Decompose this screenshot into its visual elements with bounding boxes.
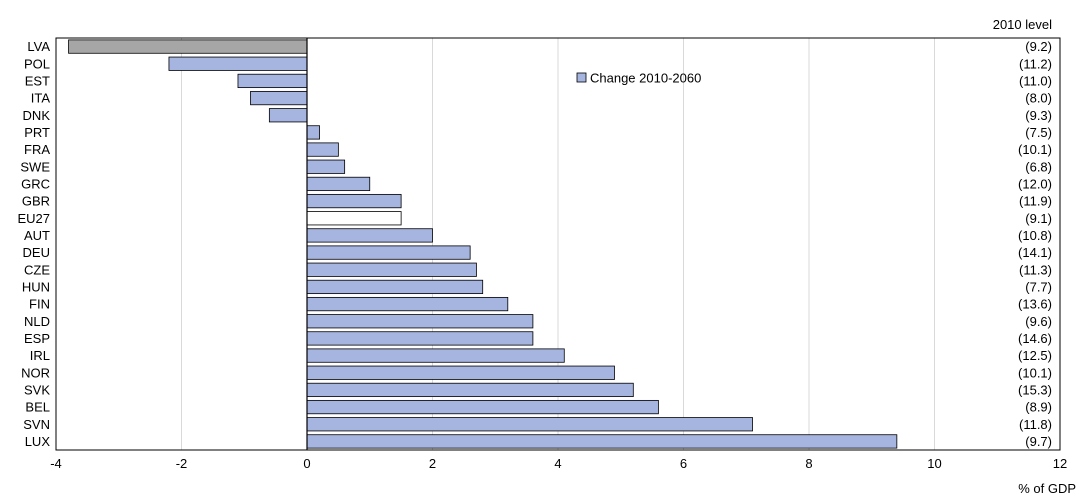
bar-eu27 xyxy=(306,211,402,226)
bar-svn xyxy=(306,417,753,432)
bar-irl xyxy=(306,348,565,363)
level-label: (9.1) xyxy=(1025,211,1052,226)
level-label: (10.1) xyxy=(1018,365,1052,380)
category-label: DEU xyxy=(23,245,50,260)
category-label: GBR xyxy=(22,194,50,209)
category-label: NOR xyxy=(21,365,50,380)
level-label: (11.8) xyxy=(1019,417,1052,432)
category-label: PRT xyxy=(24,125,50,140)
bar-nor xyxy=(306,365,615,380)
category-label: ITA xyxy=(31,91,51,106)
level-label: (14.6) xyxy=(1018,331,1052,346)
level-label: (13.6) xyxy=(1018,297,1052,312)
bar-lux xyxy=(306,434,898,449)
level-label: (10.1) xyxy=(1018,142,1052,157)
x-tick-label: 2 xyxy=(429,456,436,471)
bar-deu xyxy=(306,245,471,260)
level-label: (12.5) xyxy=(1018,348,1052,363)
x-tick-label: 12 xyxy=(1053,456,1067,471)
level-label: (9.7) xyxy=(1025,434,1052,449)
level-label: (11.3) xyxy=(1019,262,1052,277)
x-tick-label: 4 xyxy=(554,456,561,471)
level-label: (9.2) xyxy=(1025,39,1052,54)
level-label: (10.8) xyxy=(1018,228,1052,243)
category-label: LUX xyxy=(25,434,51,449)
bar-grc xyxy=(306,176,371,192)
category-label: FIN xyxy=(29,297,50,312)
level-label: (14.1) xyxy=(1018,245,1052,260)
level-label: (11.0) xyxy=(1019,73,1052,88)
bar-pol xyxy=(168,56,308,71)
category-label: LVA xyxy=(27,39,50,54)
level-label: (7.5) xyxy=(1025,125,1052,140)
bar-cze xyxy=(306,262,477,277)
x-tick-label: 0 xyxy=(303,456,310,471)
level-label: (8.9) xyxy=(1025,400,1052,415)
x-tick-label: 8 xyxy=(805,456,812,471)
legend-swatch xyxy=(576,72,587,83)
x-tick-label: 10 xyxy=(927,456,941,471)
bar-bel xyxy=(306,399,659,415)
x-tick-label: 6 xyxy=(680,456,687,471)
category-label: AUT xyxy=(24,228,50,243)
legend-label: Change 2010-2060 xyxy=(590,71,701,86)
category-label: EST xyxy=(25,73,50,88)
bar-fra xyxy=(306,142,339,157)
bar-hun xyxy=(306,279,484,295)
category-label: ESP xyxy=(24,331,50,346)
category-label: FRA xyxy=(24,142,50,157)
category-label: SVN xyxy=(23,417,50,432)
category-label: IRL xyxy=(30,348,50,363)
category-label: DNK xyxy=(23,108,51,123)
x-tick-label: -2 xyxy=(176,456,188,471)
bar-gbr xyxy=(306,193,402,209)
category-label: POL xyxy=(24,56,50,71)
x-tick-label: -4 xyxy=(50,456,62,471)
bar-lva xyxy=(68,39,308,54)
category-label: SWE xyxy=(20,159,50,174)
category-label: BEL xyxy=(25,400,50,415)
level-label: (11.9) xyxy=(1019,194,1052,209)
category-label: GRC xyxy=(21,176,50,191)
level-label: (9.6) xyxy=(1025,314,1052,329)
level-label: (15.3) xyxy=(1018,382,1052,397)
bar-fin xyxy=(306,296,509,312)
bar-esp xyxy=(306,331,534,346)
bar-ita xyxy=(250,90,308,106)
level-label: (6.8) xyxy=(1025,159,1052,174)
level-label: (12.0) xyxy=(1018,176,1052,191)
category-label: SVK xyxy=(24,382,50,397)
bar-aut xyxy=(306,228,433,243)
x-axis-label: % of GDP xyxy=(1018,481,1076,496)
category-label: NLD xyxy=(24,314,50,329)
bar-svk xyxy=(306,382,634,398)
category-label: HUN xyxy=(22,279,50,294)
level-label: (8.0) xyxy=(1025,91,1052,106)
level-label: (7.7) xyxy=(1025,279,1052,294)
level-label: (9.3) xyxy=(1025,108,1052,123)
bar-nld xyxy=(306,314,534,329)
levels-header: 2010 level xyxy=(993,17,1052,32)
bar-swe xyxy=(306,159,346,174)
bar-est xyxy=(237,73,308,89)
bar-prt xyxy=(306,125,320,140)
plot-frame xyxy=(55,37,1061,451)
bar-dnk xyxy=(268,108,308,123)
level-label: (11.2) xyxy=(1019,56,1052,71)
category-label: EU27 xyxy=(17,211,50,226)
category-label: CZE xyxy=(24,262,50,277)
